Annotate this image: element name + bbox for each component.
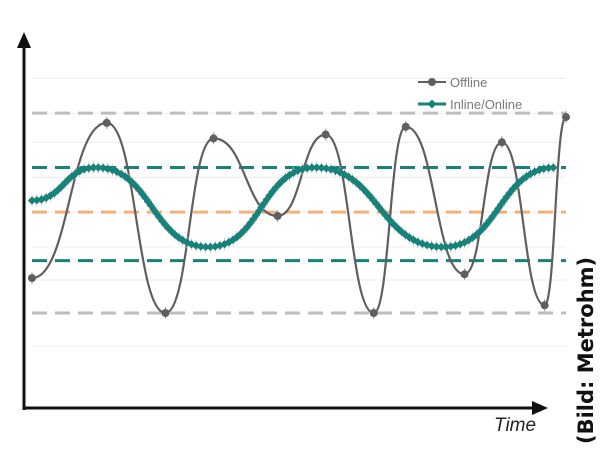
online-point-28 [140, 193, 150, 202]
online-point-83 [348, 175, 357, 184]
offline-point-3 [209, 134, 218, 143]
online-point-114 [468, 233, 477, 242]
online-point-13 [79, 165, 89, 174]
series-offline [28, 111, 570, 319]
x-axis-arrow [532, 401, 548, 415]
online-point-130 [518, 175, 527, 184]
online-point-0 [27, 196, 37, 205]
online-point-99 [401, 230, 410, 240]
online-point-46 [206, 242, 215, 252]
online-point-104 [422, 240, 432, 250]
online-point-120 [488, 212, 497, 221]
online-point-80 [335, 168, 345, 177]
online-point-76 [317, 163, 326, 172]
online-point-15 [89, 163, 98, 172]
offline-point-7 [401, 122, 410, 131]
online-point-131 [522, 172, 531, 181]
offline-point-5 [321, 130, 330, 139]
online-point-1 [32, 196, 41, 205]
offline-point-6 [369, 309, 378, 317]
online-point-10 [67, 172, 76, 181]
online-point-8 [60, 178, 70, 188]
online-point-30 [146, 200, 155, 210]
online-point-121 [491, 208, 500, 218]
online-point-129 [514, 178, 524, 187]
online-point-66 [274, 180, 283, 189]
online-point-124 [499, 196, 508, 206]
online-point-63 [265, 191, 274, 200]
online-point-88 [365, 191, 375, 201]
online-point-17 [98, 163, 108, 173]
online-point-29 [143, 196, 153, 206]
offline-line [31, 116, 568, 315]
online-point-125 [502, 192, 511, 202]
offline-point-1 [102, 118, 111, 127]
online-point-18 [103, 164, 113, 173]
reference-lines [32, 111, 566, 315]
online-point-96 [390, 221, 399, 230]
online-point-55 [243, 222, 252, 232]
online-point-31 [149, 204, 158, 214]
online-point-64 [268, 187, 277, 197]
online-point-74 [307, 163, 317, 172]
offline-point-4 [273, 212, 282, 220]
online-point-105 [427, 241, 436, 251]
offline-point-10 [540, 301, 549, 310]
online-point-101 [409, 235, 418, 245]
online-point-3 [41, 193, 51, 203]
legend-online-label: Inline/Online [450, 97, 522, 112]
online-point-91 [374, 202, 384, 212]
legend-online-marker [427, 99, 437, 109]
legend-offline-label: Offline [450, 75, 487, 90]
online-point-123 [496, 200, 506, 210]
offline-point-8 [460, 270, 469, 279]
online-point-16 [94, 163, 103, 172]
legend: Offline Inline/Online [418, 75, 522, 112]
online-point-119 [485, 216, 494, 225]
online-point-50 [224, 238, 234, 247]
online-point-75 [312, 163, 321, 172]
online-point-49 [220, 239, 229, 249]
offline-point-2 [161, 309, 170, 317]
online-point-39 [174, 233, 184, 242]
image-credit: (Bild: Metrohm) [574, 257, 598, 444]
x-axis-label: Time [494, 415, 536, 436]
offline-point-11 [562, 113, 570, 122]
online-point-6 [53, 185, 63, 195]
online-point-118 [482, 220, 491, 229]
y-axis-arrow [17, 32, 31, 48]
online-point-85 [355, 181, 365, 190]
online-point-73 [302, 163, 312, 173]
online-point-12 [75, 166, 84, 176]
online-point-106 [432, 242, 441, 251]
offline-point-0 [28, 274, 36, 283]
online-point-90 [371, 199, 381, 208]
online-point-92 [377, 206, 387, 216]
online-point-7 [57, 182, 66, 191]
online-point-21 [116, 169, 126, 179]
series-inline-online [27, 161, 558, 253]
legend-offline-marker [428, 78, 436, 86]
online-point-45 [201, 242, 210, 252]
online-point-136 [544, 163, 553, 173]
online-point-19 [108, 165, 117, 175]
online-point-33 [154, 212, 164, 222]
online-point-115 [472, 230, 481, 239]
offline-point-9 [497, 138, 506, 147]
online-point-135 [539, 164, 549, 173]
online-point-44 [196, 242, 206, 251]
online-point-137 [549, 163, 558, 172]
online-point-127 [508, 185, 517, 194]
online-point-36 [163, 223, 173, 233]
online-point-4 [46, 191, 55, 200]
online-point-14 [84, 163, 93, 173]
online-point-2 [37, 195, 46, 204]
online-point-107 [437, 242, 446, 252]
online-point-113 [464, 235, 473, 245]
online-point-108 [441, 242, 451, 252]
